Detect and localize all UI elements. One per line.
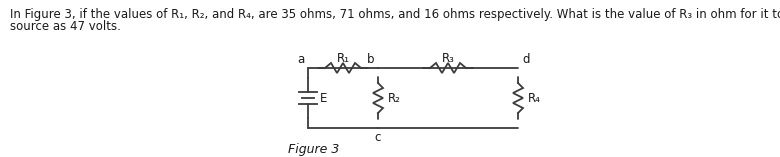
Text: source as 47 volts.: source as 47 volts. — [10, 20, 121, 33]
Text: c: c — [375, 131, 381, 144]
Text: R₄: R₄ — [528, 92, 541, 105]
Text: Figure 3: Figure 3 — [288, 143, 339, 157]
Text: a: a — [296, 53, 304, 66]
Text: In Figure 3, if the values of R₁, R₂, and R₄, are 35 ohms, 71 ohms, and 16 ohms : In Figure 3, if the values of R₁, R₂, an… — [10, 8, 780, 21]
Text: b: b — [367, 53, 374, 66]
Text: R₁: R₁ — [336, 52, 349, 65]
Text: R₂: R₂ — [388, 92, 401, 105]
Text: E: E — [320, 92, 328, 105]
Text: R₃: R₃ — [441, 52, 455, 65]
Text: d: d — [522, 53, 530, 66]
